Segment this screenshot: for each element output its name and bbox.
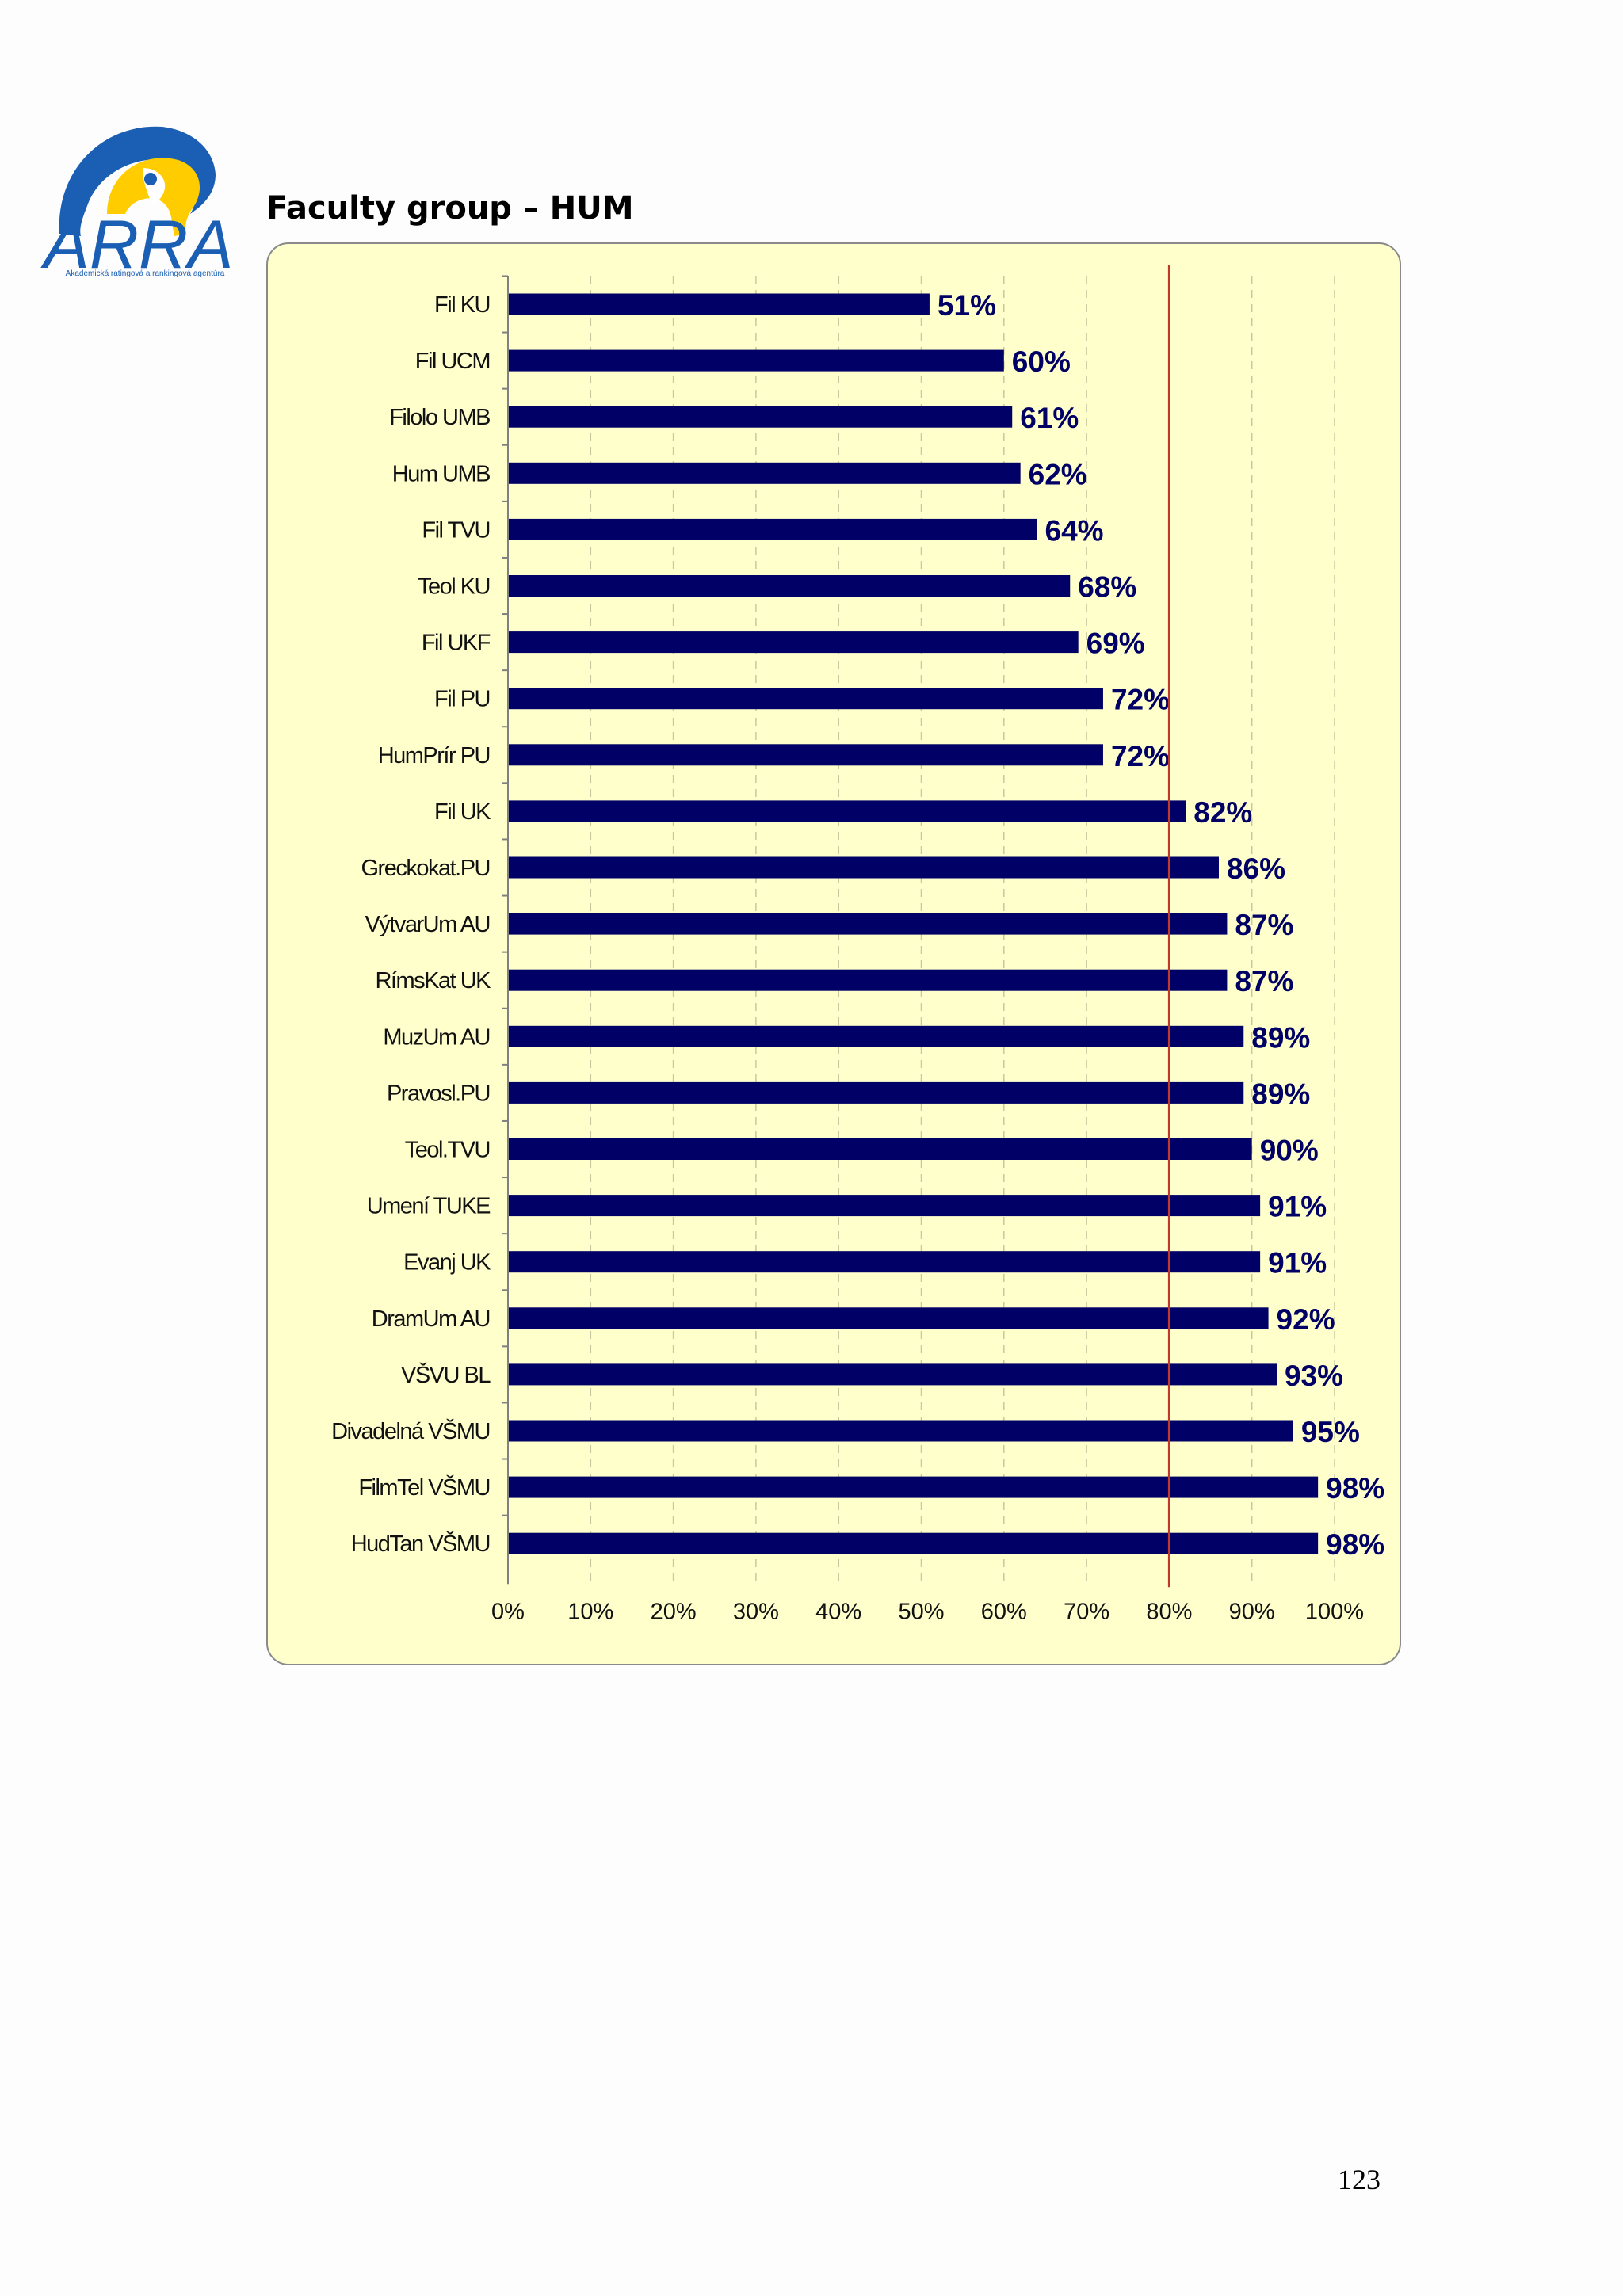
category-label: FilmTel VŠMU	[358, 1474, 490, 1501]
data-label: 72%	[1111, 684, 1170, 716]
logo-wordmark: ARRA	[40, 207, 234, 283]
data-label: 89%	[1251, 1021, 1310, 1054]
data-label: 64%	[1045, 514, 1104, 547]
chart-panel: Fil KU 51% Fil UCM 60% Filolo UMB 61% Hum UMB 6…	[266, 242, 1401, 1665]
x-tick-label: 40%	[815, 1599, 861, 1624]
data-label: 51%	[938, 289, 996, 322]
data-label: 87%	[1235, 909, 1293, 941]
data-label: 68%	[1078, 571, 1136, 604]
x-tick-label: 10%	[567, 1599, 613, 1624]
label-layer: Fil KU 51% Fil UCM 60% Filolo UMB 61% Hum UMB 6…	[331, 289, 1384, 1561]
category-label: Greckokat.PU	[361, 856, 491, 881]
category-label: Filolo UMB	[389, 405, 490, 430]
category-label: VýtvarUm AU	[365, 912, 490, 937]
data-label: 91%	[1268, 1191, 1327, 1223]
category-label: Umení TUKE	[367, 1194, 491, 1219]
category-label: Fil PU	[434, 687, 490, 712]
category-label: RímsKat UK	[375, 968, 491, 994]
data-label: 82%	[1193, 796, 1252, 829]
bar	[509, 1476, 1319, 1498]
category-label: Fil UCM	[415, 349, 490, 374]
bar	[509, 349, 1004, 372]
category-label: HudTan VŠMU	[351, 1530, 490, 1557]
bar	[509, 1251, 1261, 1273]
axis-layer: 0% 10% 20% 30% 40% 50% 60% 70% 80% 90% 100%	[491, 265, 1364, 1624]
bar	[509, 1138, 1252, 1160]
bar	[509, 462, 1021, 484]
category-label: HumPrír PU	[378, 743, 490, 769]
bar	[509, 293, 930, 315]
category-label: Hum UMB	[392, 461, 490, 486]
bar	[509, 1420, 1293, 1442]
x-tick-label: 30%	[733, 1599, 779, 1624]
bar	[509, 1081, 1244, 1104]
data-label: 90%	[1260, 1135, 1319, 1167]
bar	[509, 1025, 1244, 1047]
x-tick-label: 80%	[1146, 1599, 1192, 1624]
category-label: Fil TVU	[422, 517, 490, 543]
x-tick-label: 90%	[1229, 1599, 1275, 1624]
logo-tagline: Akademická ratingová a rankingová agentú…	[65, 269, 225, 278]
data-label: 62%	[1029, 458, 1087, 490]
parrot-logo-icon: ARRA	[40, 126, 234, 283]
data-label: 87%	[1235, 965, 1293, 997]
data-label: 89%	[1251, 1077, 1310, 1110]
data-label: 91%	[1268, 1247, 1327, 1280]
data-label: 60%	[1012, 345, 1071, 378]
category-label: Fil KU	[434, 292, 490, 318]
arra-logo: ARRA Akademická ratingová a rankingová a…	[32, 95, 246, 293]
data-label: 93%	[1285, 1360, 1343, 1392]
x-tick-label: 20%	[651, 1599, 697, 1624]
bar-layer	[509, 293, 1319, 1554]
category-label: Divadelná VŠMU	[331, 1417, 490, 1444]
category-label: Teol.TVU	[405, 1138, 490, 1163]
bar	[509, 518, 1037, 540]
bar	[509, 575, 1071, 597]
bar	[509, 969, 1228, 991]
bar	[509, 800, 1186, 822]
data-label: 72%	[1111, 740, 1170, 772]
category-label: MuzUm AU	[383, 1024, 490, 1050]
data-label: 61%	[1020, 402, 1079, 434]
bar	[509, 1307, 1269, 1329]
category-label: DramUm AU	[372, 1306, 490, 1332]
bar	[509, 744, 1103, 766]
x-tick-label: 70%	[1064, 1599, 1109, 1624]
bar	[509, 406, 1013, 428]
bar	[509, 688, 1103, 710]
x-tick-label: 100%	[1305, 1599, 1364, 1624]
data-label: 95%	[1301, 1416, 1360, 1448]
category-label: Fil UK	[434, 799, 491, 825]
category-label: Fil UKF	[422, 631, 491, 656]
category-label: VŠVU BL	[401, 1361, 491, 1388]
data-label: 69%	[1086, 627, 1145, 660]
bar	[509, 1532, 1319, 1554]
bar	[509, 913, 1228, 935]
x-tick-label: 60%	[981, 1599, 1027, 1624]
data-label: 98%	[1326, 1528, 1384, 1561]
category-label: Evanj UK	[403, 1250, 491, 1276]
bar	[509, 1363, 1277, 1386]
x-tick-label: 50%	[898, 1599, 944, 1624]
bar	[509, 631, 1079, 654]
page-number: 123	[1338, 2164, 1381, 2195]
data-label: 92%	[1277, 1303, 1335, 1336]
page-title: Faculty group – HUM	[266, 190, 634, 227]
category-label: Pravosl.PU	[387, 1081, 490, 1106]
x-tick-label: 0%	[491, 1599, 525, 1624]
bar	[509, 1195, 1261, 1217]
category-label: Teol KU	[418, 574, 490, 600]
bar-chart: Fil KU 51% Fil UCM 60% Filolo UMB 61% Hum UMB 6…	[331, 265, 1384, 1624]
data-label: 98%	[1326, 1472, 1384, 1505]
bar	[509, 856, 1219, 879]
data-label: 86%	[1227, 852, 1285, 885]
